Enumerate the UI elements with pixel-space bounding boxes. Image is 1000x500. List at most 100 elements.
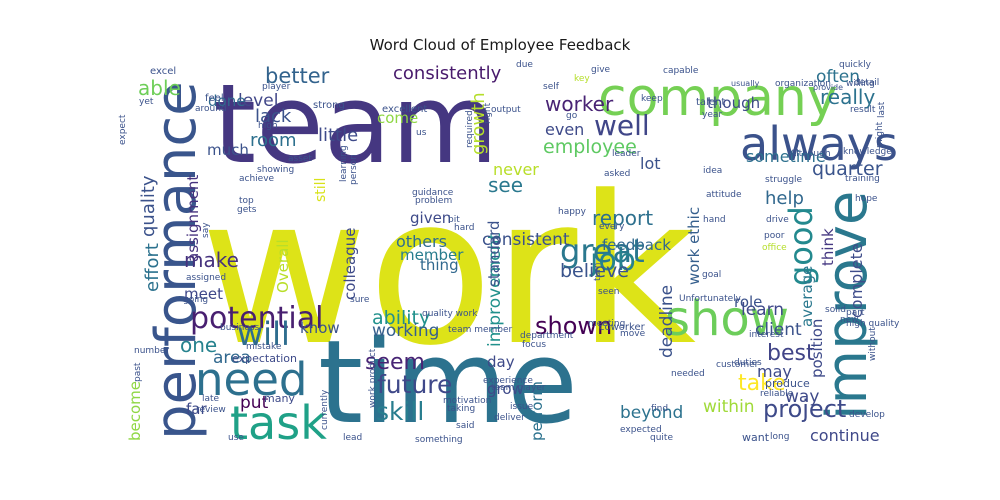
word-meet: meet xyxy=(184,285,223,303)
word-solid: solid xyxy=(825,305,846,315)
word-work-product: work product xyxy=(368,348,378,408)
word-seem: seem xyxy=(365,350,425,375)
word-still: still xyxy=(313,178,329,202)
word-continue: continue xyxy=(810,426,880,445)
word-time: time xyxy=(318,316,578,450)
word-focus: focus xyxy=(522,340,546,350)
word-expect: expect xyxy=(118,114,128,145)
word-thing: thing xyxy=(420,256,459,274)
word-might: might xyxy=(875,121,885,148)
word-willing: willing xyxy=(846,79,875,89)
word-take: take xyxy=(738,371,786,396)
word-able: able xyxy=(138,76,181,100)
word-always: always xyxy=(740,117,898,171)
word-drive: drive xyxy=(766,215,789,225)
word-talent: talent xyxy=(696,97,725,108)
word-excel: excel xyxy=(150,66,176,77)
word-even: even xyxy=(545,120,584,139)
word-best: best xyxy=(767,341,815,366)
word-develop: develop xyxy=(849,410,885,420)
word-move: move xyxy=(620,329,646,339)
word-detail: detail xyxy=(854,78,879,88)
word-potential: potential xyxy=(190,301,323,336)
word-usually: usually xyxy=(731,79,760,88)
word-gets: gets xyxy=(237,205,257,215)
word-want: want xyxy=(742,431,770,444)
word-number: number xyxy=(134,346,169,356)
word-average: average xyxy=(798,266,816,327)
word-asset: asset xyxy=(288,154,312,164)
word-department: department xyxy=(520,331,574,341)
word-others: others xyxy=(396,232,447,251)
word-interest: interest xyxy=(749,330,784,340)
chart-title: Word Cloud of Employee Feedback xyxy=(369,36,631,54)
word-come: come xyxy=(377,109,418,127)
word-around: around xyxy=(195,104,227,114)
word-way: way xyxy=(785,387,819,407)
word-training: training xyxy=(845,174,880,184)
word-future: future xyxy=(377,370,452,399)
word-required: required xyxy=(465,110,475,148)
word-keep: keep xyxy=(641,94,663,104)
word-feedback: feedback xyxy=(602,236,671,254)
word-issue: issue xyxy=(510,402,534,412)
word-level: level xyxy=(238,91,278,111)
word-yet: yet xyxy=(139,97,154,107)
word-self: self xyxy=(543,82,560,92)
word-achieve: achieve xyxy=(239,174,275,184)
word-output: output xyxy=(491,105,521,115)
word-perform: perform xyxy=(528,381,546,441)
word-turn: turn xyxy=(593,263,603,281)
word-work: work xyxy=(200,153,696,391)
word-quickly: quickly xyxy=(839,60,872,70)
word-result: result xyxy=(850,105,876,115)
word-many: many xyxy=(264,392,295,405)
word-growth: growth xyxy=(468,92,489,155)
word-one: one xyxy=(180,333,217,357)
word-project: project xyxy=(763,395,846,423)
word-asked: asked xyxy=(604,169,630,179)
word-complete: complete xyxy=(847,243,866,318)
word-currently: currently xyxy=(320,389,330,430)
word-expectation: expectation xyxy=(232,352,297,365)
word-good: good xyxy=(782,206,820,286)
word-provide: provide xyxy=(813,83,843,92)
word-quality: quality xyxy=(138,175,159,237)
word-hand: hand xyxy=(703,215,726,225)
word-going: going xyxy=(183,295,208,305)
word-believe: believe xyxy=(560,260,629,282)
word-person: person xyxy=(349,154,359,185)
word-make: make xyxy=(184,248,239,272)
word-team: team xyxy=(213,60,498,188)
word-go: go xyxy=(566,111,578,121)
word-due: due xyxy=(516,60,533,70)
word-standard: standard xyxy=(485,220,503,287)
word-strong: strong xyxy=(313,100,345,111)
word-attitude: attitude xyxy=(706,190,742,200)
word-use: use xyxy=(228,433,244,443)
word-better: better xyxy=(265,64,330,88)
word-need: need xyxy=(195,353,307,406)
word-goal: goal xyxy=(702,270,721,280)
word-often: often xyxy=(816,67,860,87)
word-guidance: guidance xyxy=(412,188,454,198)
word-said: said xyxy=(456,421,474,431)
word-company: company xyxy=(598,68,838,128)
word-performance: performance xyxy=(144,81,209,440)
word-working: working xyxy=(372,321,439,341)
word-needed: needed xyxy=(671,369,705,379)
word-organization: organization xyxy=(775,79,831,89)
word-although: Although xyxy=(790,149,831,159)
word-little: little xyxy=(318,125,358,146)
word-job: job xyxy=(589,243,636,278)
word-day: day xyxy=(487,353,515,371)
word-find: find xyxy=(651,404,668,414)
word-struggle: struggle xyxy=(765,175,803,185)
word-position: position xyxy=(808,319,826,378)
word-top: top xyxy=(239,196,254,206)
word-problem: problem xyxy=(415,196,452,206)
word-worker: worker xyxy=(545,92,614,116)
